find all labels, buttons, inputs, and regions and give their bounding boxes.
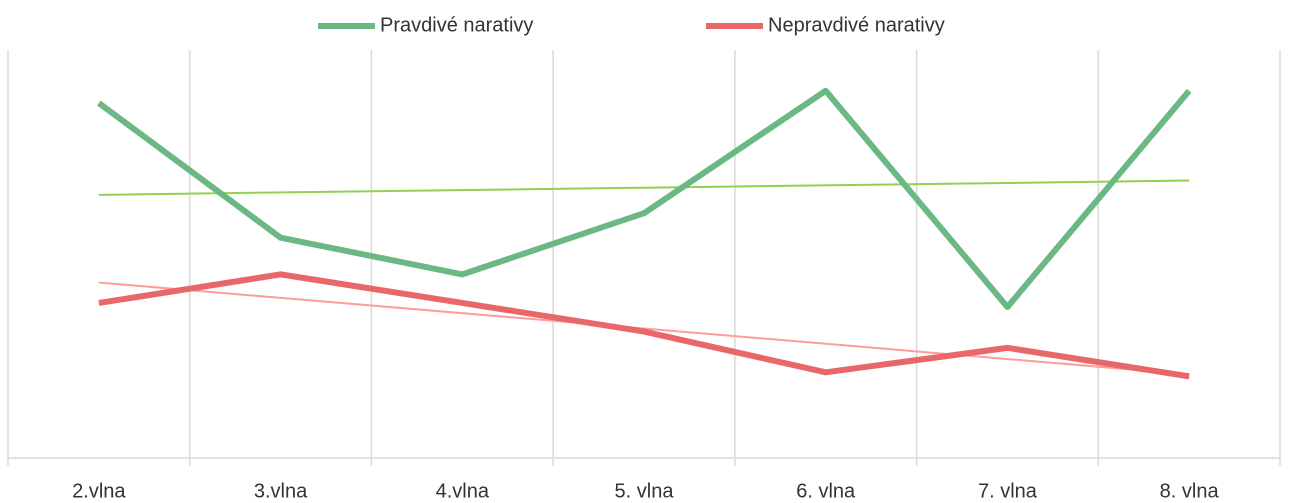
x-tick-label: 8. vlna xyxy=(1160,480,1220,502)
x-tick-label: 4.vlna xyxy=(436,480,490,502)
trend-line xyxy=(98,179,1190,196)
x-tick-label: 2.vlna xyxy=(72,480,126,502)
legend-label: Nepravdivé narativy xyxy=(768,14,945,36)
x-tick-label: 6. vlna xyxy=(796,480,856,502)
x-tick-label: 3.vlna xyxy=(254,480,308,502)
legend-label: Pravdivé narativy xyxy=(380,14,533,36)
series-line xyxy=(98,271,1190,380)
series-line xyxy=(97,87,1192,311)
x-tick-label: 7. vlna xyxy=(978,480,1038,502)
trend-line xyxy=(98,281,1190,376)
x-tick-label: 5. vlna xyxy=(615,480,675,502)
